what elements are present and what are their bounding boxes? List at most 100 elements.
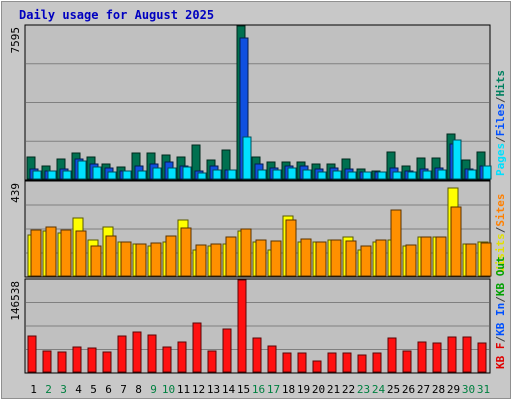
legend-bottom: KB F/KB In/KB Out [494,256,507,369]
bar-middle-sites-day-11 [180,227,192,277]
bar-bottom-kb-f-day-19 [297,352,307,373]
bar-middle-sites-day-24 [375,239,387,277]
bar-top-pages-day-3 [62,170,72,180]
x-tick-label-day-30: 30 [462,383,475,396]
x-tick-label-day-8: 8 [135,383,142,396]
legend-entry: KB F [494,343,507,370]
bar-bottom-kb-f-day-6 [102,351,112,373]
bar-middle-sites-day-30 [465,243,477,277]
bar-bottom-kb-f-day-8 [132,331,142,373]
x-tick-label-day-6: 6 [105,383,112,396]
legend-entry: KB In [494,303,507,336]
x-tick-label-day-7: 7 [120,383,127,396]
bar-bottom-kb-f-day-22 [342,352,352,373]
bar-top-pages-day-15 [242,136,252,180]
bar-middle-sites-day-19 [300,238,312,277]
bar-top-pages-day-22 [347,171,357,180]
x-tick-label-day-27: 27 [417,383,430,396]
y-max-label-bottom: 146538 [9,281,22,321]
x-tick-label-day-23: 23 [357,383,370,396]
x-tick-label-day-9: 9 [150,383,157,396]
bar-top-pages-day-30 [467,169,477,180]
bar-middle-sites-day-3 [60,229,72,277]
x-tick-label-day-15: 15 [237,383,250,396]
bar-bottom-kb-f-day-12 [192,322,202,373]
bar-top-pages-day-1 [32,170,42,180]
bar-middle-sites-day-8 [135,243,147,277]
legend-entry: Visits [494,233,507,273]
bar-middle-sites-day-12 [195,244,207,277]
x-tick-label-day-4: 4 [75,383,82,396]
bar-top-pages-day-19 [302,169,312,180]
bar-top-pages-day-13 [212,169,222,180]
bar-bottom-kb-f-day-30 [462,336,472,373]
bar-bottom-kb-f-day-3 [57,351,67,373]
bar-middle-sites-day-18 [285,219,297,277]
bar-bottom-kb-f-day-27 [417,341,427,373]
bar-top-pages-day-20 [317,171,327,180]
bar-middle-sites-day-14 [225,236,237,277]
panel-middle: 439 Visits/Sites [9,180,507,278]
bar-bottom-kb-f-day-14 [222,328,232,373]
bar-bottom-kb-f-day-25 [387,337,397,373]
bar-middle-sites-day-22 [345,240,357,277]
bar-bottom-kb-f-day-10 [162,346,172,373]
bar-top-pages-day-23 [362,171,372,180]
bar-bottom-kb-f-day-16 [252,337,262,373]
bar-bottom-kb-f-day-24 [372,352,382,373]
bar-bottom-kb-f-day-4 [72,346,82,373]
bar-middle-sites-day-5 [90,245,102,277]
bar-middle-sites-day-4 [75,230,87,277]
legend-entry: Files [494,103,507,136]
bar-middle-sites-day-7 [120,241,132,277]
bar-middle-sites-day-9 [150,242,162,277]
bar-top-pages-day-4 [77,160,87,180]
bar-bottom-kb-f-day-20 [312,360,322,373]
bar-top-pages-day-17 [272,169,282,180]
bar-top-pages-day-21 [332,170,342,180]
bar-middle-sites-day-26 [405,244,417,277]
legend-entry: KB Out [494,256,507,296]
x-tick-label-day-24: 24 [372,383,386,396]
bar-top-pages-day-18 [287,167,297,180]
bar-middle-sites-day-1 [30,229,42,277]
y-max-label-top: 7595 [9,27,22,54]
bar-top-pages-day-12 [197,172,207,180]
bar-top-pages-day-24 [377,171,387,180]
bar-bottom-kb-f-day-9 [147,334,157,373]
bar-top-pages-day-2 [47,170,57,180]
bar-middle-sites-day-6 [105,235,117,277]
x-tick-label-day-21: 21 [327,383,340,396]
legend-entry: / [494,96,507,103]
x-tick-label-day-16: 16 [252,383,265,396]
x-tick-label-day-13: 13 [207,383,220,396]
bar-top-pages-day-27 [422,170,432,180]
x-tick-label-day-1: 1 [30,383,37,396]
bar-top-pages-day-29 [452,139,462,180]
bar-bottom-kb-f-day-11 [177,341,187,373]
bar-top-pages-day-9 [152,167,162,180]
bar-bottom-kb-f-day-26 [402,350,412,373]
x-tick-label-day-29: 29 [447,383,460,396]
bar-top-pages-day-5 [92,166,102,180]
bar-middle-sites-day-15 [240,228,252,277]
x-tick-label-day-3: 3 [60,383,67,396]
bar-middle-sites-day-17 [270,240,282,277]
x-tick-label-day-25: 25 [387,383,400,396]
chart-title: Daily usage for August 2025 [19,8,214,22]
bar-top-pages-day-16 [257,169,267,180]
x-tick-label-day-28: 28 [432,383,445,396]
bar-middle-sites-day-21 [330,239,342,277]
bar-top-pages-day-26 [407,171,417,180]
x-tick-label-day-20: 20 [312,383,325,396]
x-tick-label-day-14: 14 [222,383,236,396]
bar-middle-sites-day-2 [45,226,57,277]
bar-middle-sites-day-28 [435,236,447,277]
bar-bottom-kb-f-day-13 [207,350,217,373]
x-tick-label-day-26: 26 [402,383,415,396]
bar-middle-sites-day-10 [165,235,177,277]
bar-middle-sites-day-20 [315,241,327,277]
